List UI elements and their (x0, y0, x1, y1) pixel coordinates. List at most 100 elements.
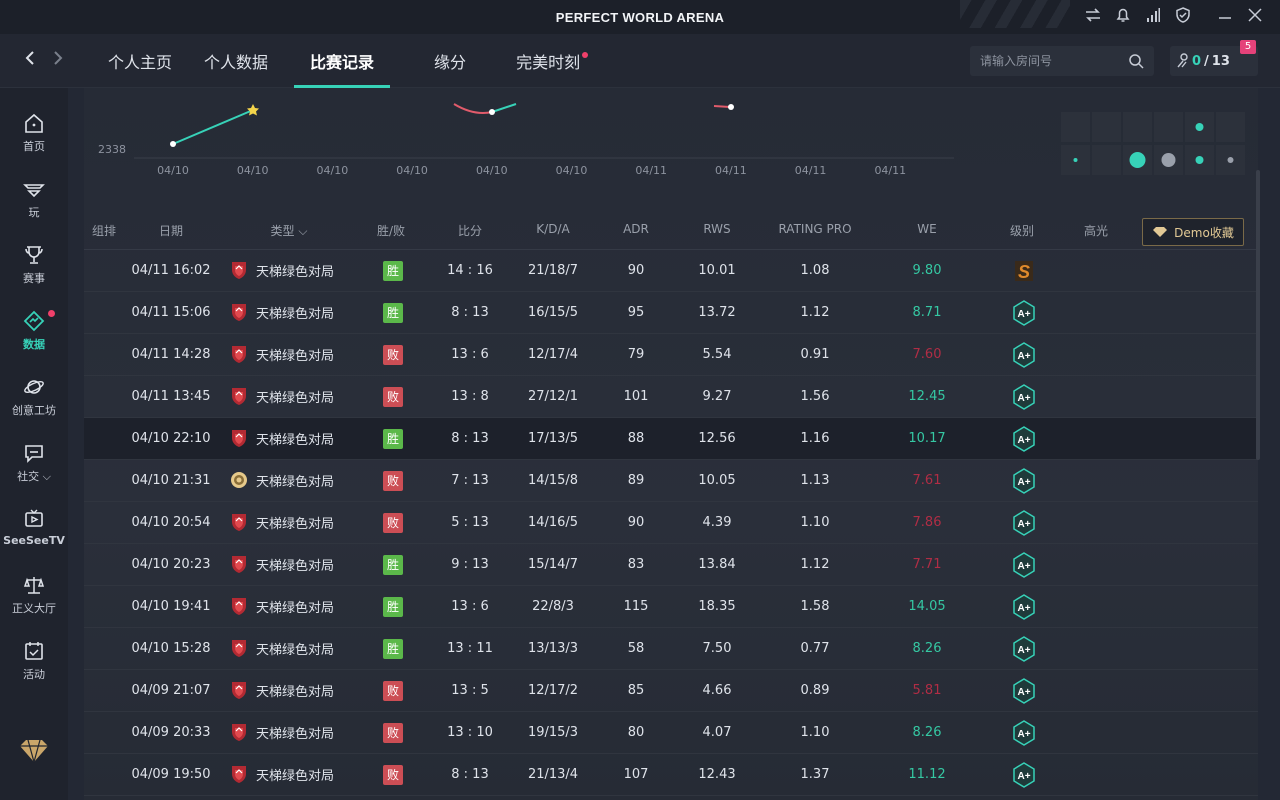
room-search-input[interactable] (970, 46, 1120, 76)
search-icon[interactable] (1128, 53, 1144, 69)
ladder-shield-icon (232, 766, 246, 783)
y-tick-label: 2338 (98, 143, 126, 156)
table-row[interactable]: 04/10 19:41 13 : 6 22/8/3 115 18.35 1.58 14.05… (84, 586, 1258, 628)
header-type[interactable]: 类型 ⌵ (270, 224, 308, 238)
activity-heat-grid (1061, 112, 1245, 175)
tab-profile[interactable]: 个人主页 (108, 53, 173, 72)
close-icon[interactable] (1246, 6, 1264, 24)
svg-text:A+: A+ (1017, 393, 1030, 404)
sidebar-item-data[interactable]: 数据 (0, 304, 68, 364)
planet-icon (24, 380, 44, 394)
minimize-icon[interactable] (1216, 6, 1234, 24)
back-arrow-icon[interactable] (24, 50, 38, 70)
main-tabs: 个人主页 个人数据 比赛记录 缘分 完美时刻 (92, 34, 596, 88)
sidebar: 首页 玩 赛事 数据 创意工坊 社交 ⌵ SeeSeeTV 正义大厅 活动 (0, 88, 68, 800)
sidebar-item-seeseetv[interactable]: SeeSeeTV (0, 502, 68, 562)
row-date: 04/10 19:41 (131, 599, 211, 614)
tab-personal-data[interactable]: 个人数据 (204, 53, 269, 72)
result-badge: 败 (383, 723, 403, 743)
table-row[interactable]: 04/11 15:06 8 : 13 16/15/5 95 13.72 1.12 8.71 天… (84, 292, 1258, 334)
x-tick-label: 04/11 (715, 164, 747, 177)
row-adr: 89 (627, 473, 645, 488)
forward-arrow-icon[interactable] (52, 50, 66, 70)
row-kda: 17/13/5 (527, 431, 579, 446)
shield-check-icon[interactable] (1174, 6, 1192, 24)
row-kda: 14/15/8 (527, 473, 579, 488)
row-type: 天梯绿色对局 (230, 428, 334, 448)
row-score: 13 : 6 (451, 347, 489, 362)
title-decoration (960, 0, 1070, 28)
row-adr: 101 (623, 389, 649, 404)
table-row[interactable]: 04/10 20:54 5 : 13 14/16/5 90 4.39 1.10 7.86 天梯… (84, 502, 1258, 544)
svg-text:A+: A+ (1017, 561, 1030, 572)
row-date: 04/11 13:45 (131, 389, 211, 404)
table-row[interactable]: 04/11 16:02 14 : 16 21/18/7 90 10.01 1.08 9.80… (84, 250, 1258, 292)
row-we: 8.71 (912, 305, 942, 320)
scrollbar[interactable] (1256, 170, 1260, 460)
trend-line-segment (713, 105, 731, 108)
row-adr: 115 (623, 599, 649, 614)
ladder-shield-icon (232, 598, 246, 615)
switch-icon[interactable] (1084, 6, 1102, 24)
table-row[interactable]: 04/10 22:10 8 : 13 17/13/5 88 12.56 1.16 10.17… (84, 418, 1258, 460)
row-rating: 0.89 (800, 683, 830, 698)
row-type-label: 天梯绿色对局 (256, 684, 335, 700)
sidebar-item-play[interactable]: 玩 (0, 172, 68, 232)
ladder-shield-icon (232, 724, 246, 741)
row-type-label: 天梯绿色对局 (256, 726, 335, 742)
svg-text:A+: A+ (1017, 519, 1030, 530)
level-a-plus-icon: A+ (1012, 636, 1036, 662)
row-rating: 1.56 (800, 389, 830, 404)
trend-line-segment (172, 109, 254, 145)
sidebar-item-home[interactable]: 首页 (0, 106, 68, 166)
row-score: 8 : 13 (451, 305, 489, 320)
table-row[interactable]: 04/10 21:31 7 : 13 14/15/8 89 10.05 1.13 7.61 天… (84, 460, 1258, 502)
row-we: 8.26 (912, 725, 942, 740)
table-row[interactable]: 04/10 20:23 9 : 13 15/14/7 83 13.84 1.12 7.71 天… (84, 544, 1258, 586)
sidebar-item-events[interactable]: 赛事 (0, 238, 68, 298)
sidebar-item-justice-hall[interactable]: 正义大厅 (0, 568, 68, 628)
tab-perfect-moments[interactable]: 完美时刻 (500, 34, 596, 88)
signal-icon[interactable] (1144, 6, 1162, 24)
tab-fate[interactable]: 缘分 (434, 53, 467, 72)
header-highlight: 高光 (1083, 224, 1109, 238)
main-content: 2338 04/10 04/10 04/10 04/10 04/10 04/10 04/11… (68, 88, 1280, 800)
table-row[interactable]: 04/11 14:28 13 : 6 12/17/4 79 5.54 0.91 7.60 天梯… (84, 334, 1258, 376)
table-row[interactable]: 04/09 21:07 13 : 5 12/17/2 85 4.66 0.89 5.81 天梯… (84, 670, 1258, 712)
pick-counter[interactable]: 0 / 13 5 (1170, 40, 1258, 76)
row-adr: 88 (627, 431, 645, 446)
vip-diamond-icon[interactable] (18, 738, 50, 764)
table-row[interactable]: 04/09 19:50 8 : 13 21/13/4 107 12.43 1.37 11.1… (84, 754, 1258, 796)
row-rws: 4.66 (702, 683, 732, 698)
sidebar-item-social[interactable]: 社交 ⌵ (0, 436, 68, 496)
header-result: 胜/败 (376, 224, 406, 238)
sidebar-item-workshop[interactable]: 创意工坊 (0, 370, 68, 430)
ladder-shield-icon (232, 346, 246, 363)
row-kda: 22/8/3 (532, 599, 574, 614)
row-type: 天梯绿色对局 (230, 764, 334, 784)
level-a-plus-icon: A+ (1012, 342, 1036, 368)
row-kda: 13/13/3 (527, 641, 579, 656)
header-level: 级别 (1009, 224, 1035, 238)
table-row[interactable]: 04/09 20:33 13 : 10 19/15/3 80 4.07 1.10 8.26 天… (84, 712, 1258, 754)
row-rating: 1.10 (800, 725, 830, 740)
row-type-label: 天梯绿色对局 (256, 264, 335, 280)
bell-icon[interactable] (1114, 6, 1132, 24)
row-rws: 13.72 (698, 305, 736, 320)
x-tick-label: 04/10 (476, 164, 508, 177)
heat-cell (1154, 112, 1183, 142)
counter-separator: / (1204, 53, 1209, 69)
sidebar-item-activity[interactable]: 活动 (0, 634, 68, 694)
row-we: 9.80 (912, 263, 942, 278)
demo-collection-button[interactable]: Demo收藏 (1142, 218, 1244, 246)
row-type: 天梯绿色对局 (230, 386, 334, 406)
row-kda: 12/17/4 (527, 347, 579, 362)
row-score: 13 : 6 (451, 599, 489, 614)
row-rws: 10.05 (698, 473, 736, 488)
tv-icon (25, 509, 43, 527)
row-date: 04/10 22:10 (131, 431, 211, 446)
table-row[interactable]: 04/10 15:28 13 : 11 13/13/3 58 7.50 0.77 8.26 天… (84, 628, 1258, 670)
row-score: 14 : 16 (447, 263, 493, 278)
table-row[interactable]: 04/11 13:45 13 : 8 27/12/1 101 9.27 1.56 12.45… (84, 376, 1258, 418)
tab-match-records[interactable]: 比赛记录 (284, 34, 400, 88)
